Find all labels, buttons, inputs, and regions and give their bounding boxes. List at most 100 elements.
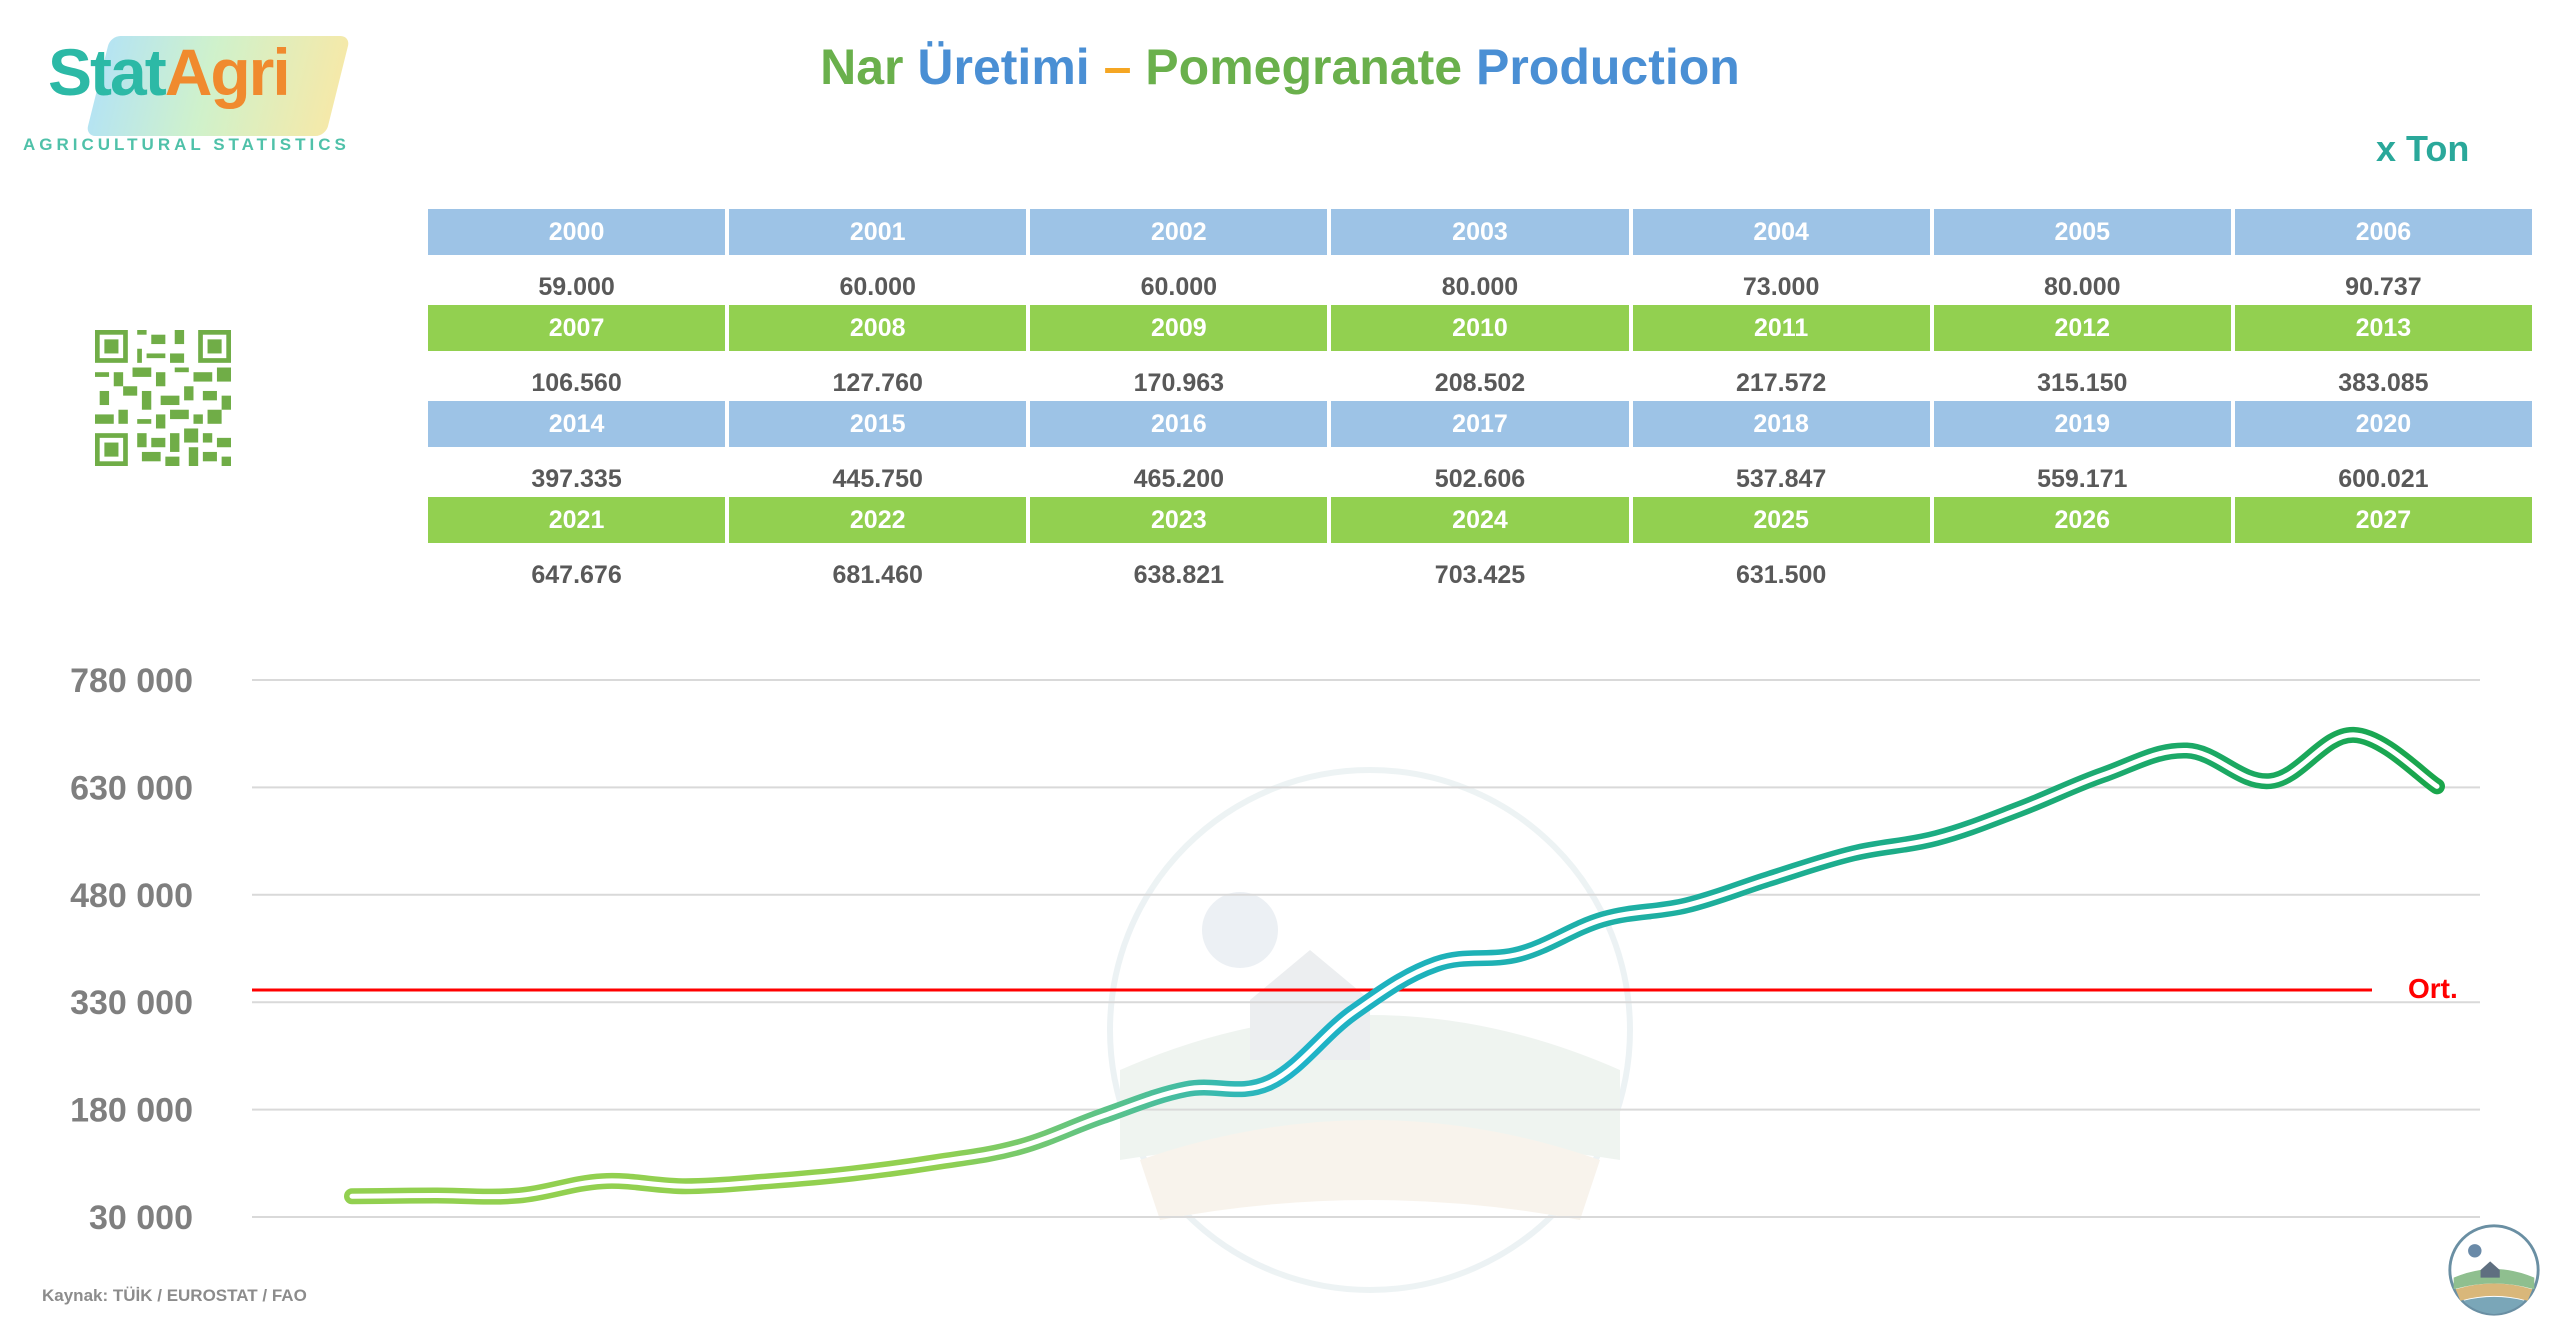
production-value-cell: 647.676 bbox=[531, 560, 622, 589]
production-value-cell: 80.000 bbox=[1441, 272, 1519, 301]
production-value-cell: 600.021 bbox=[2338, 464, 2429, 493]
title-dashed-divider bbox=[730, 148, 2235, 152]
production-value-cell: 170.963 bbox=[1133, 368, 1225, 397]
year-header-cell: 2002 bbox=[1030, 209, 1328, 255]
year-header-cell: 2008 bbox=[729, 305, 1027, 351]
data-point bbox=[1850, 850, 1856, 856]
year-header-cell: 2017 bbox=[1331, 401, 1629, 447]
year-header-cell: 2004 bbox=[1632, 209, 1930, 255]
year-header-cell: 2011 bbox=[1632, 305, 1930, 351]
farm-emblem-icon bbox=[2448, 1224, 2540, 1316]
watermark-emblem-icon bbox=[1107, 767, 1633, 1293]
data-point bbox=[1934, 835, 1940, 841]
year-header-cell: 2021 bbox=[428, 497, 726, 543]
production-value-cell bbox=[2235, 543, 2532, 593]
table-value-row: 106.560 127.760 170.963 208.502 217.572 315.1… bbox=[428, 351, 2532, 401]
production-value-cell: 315.150 bbox=[2037, 368, 2128, 397]
production-value-cell: 60.000 bbox=[839, 272, 916, 301]
production-value-cell: 703.425 bbox=[1434, 560, 1526, 589]
data-point bbox=[1016, 1144, 1022, 1150]
data-point bbox=[1600, 916, 1606, 922]
production-value-cell: 681.460 bbox=[832, 560, 923, 589]
production-value-cell bbox=[1934, 543, 2231, 593]
series-line-highlight bbox=[349, 732, 2440, 1200]
data-point bbox=[1183, 1086, 1189, 1092]
year-header-cell: 2012 bbox=[1933, 305, 2231, 351]
data-point bbox=[1433, 961, 1439, 967]
data-point bbox=[933, 1159, 939, 1165]
table-year-row: 2021 2022 2023 2024 2025 2026 2027 bbox=[428, 497, 2532, 543]
data-point bbox=[1100, 1113, 1106, 1119]
year-header-cell: 2013 bbox=[2234, 305, 2532, 351]
year-header-cell: 2015 bbox=[729, 401, 1027, 447]
data-point bbox=[2267, 778, 2273, 784]
page-title: Nar Üretimi – Pomegranate Production bbox=[0, 38, 2560, 96]
production-value-cell: 217.572 bbox=[1735, 368, 1827, 397]
source-note: Kaynak: TÜİK / EUROSTAT / FAO bbox=[42, 1286, 307, 1305]
data-point bbox=[2100, 772, 2106, 778]
y-tick-label: 30 000 bbox=[89, 1199, 193, 1237]
year-header-cell: 2022 bbox=[729, 497, 1027, 543]
data-point bbox=[516, 1193, 522, 1199]
y-tick-label: 780 000 bbox=[70, 662, 193, 700]
title-word-1: Nar bbox=[820, 39, 904, 95]
year-header-cell: 2010 bbox=[1331, 305, 1629, 351]
production-value-cell: 502.606 bbox=[1434, 464, 1526, 493]
year-header-cell: 2001 bbox=[729, 209, 1027, 255]
data-point bbox=[1683, 902, 1689, 908]
production-value-cell: 559.171 bbox=[2037, 464, 2128, 493]
production-value-cell: 383.085 bbox=[2338, 368, 2429, 397]
production-value-cell: 638.821 bbox=[1133, 560, 1225, 589]
y-tick-label: 330 000 bbox=[70, 984, 193, 1022]
table-value-row: 647.676 681.460 638.821 703.425 631.500 bbox=[428, 543, 2532, 593]
year-header-cell: 2009 bbox=[1030, 305, 1328, 351]
data-point bbox=[849, 1171, 855, 1177]
year-header-cell: 2024 bbox=[1331, 497, 1629, 543]
production-value-cell: 465.200 bbox=[1133, 464, 1225, 493]
year-header-cell: 2006 bbox=[2234, 209, 2532, 255]
production-value-cell: 445.750 bbox=[832, 464, 923, 493]
year-header-cell: 2026 bbox=[1933, 497, 2231, 543]
y-tick-label: 180 000 bbox=[70, 1092, 193, 1130]
data-point bbox=[1266, 1080, 1272, 1086]
data-point bbox=[2434, 783, 2440, 789]
data-point bbox=[683, 1183, 689, 1189]
year-header-cell: 2007 bbox=[428, 305, 726, 351]
logo-wordmark: StatAgri bbox=[48, 34, 291, 110]
data-point bbox=[1767, 876, 1773, 882]
table-value-row: 59.000 60.000 60.000 80.000 73.000 80.000 90.7… bbox=[428, 255, 2532, 305]
qr-code-icon bbox=[95, 330, 231, 466]
data-point bbox=[2017, 806, 2023, 812]
table-year-row: 2000 2001 2002 2003 2004 2005 2006 bbox=[428, 209, 2532, 255]
data-point bbox=[2184, 748, 2190, 754]
data-point bbox=[766, 1178, 772, 1184]
title-word-4: Production bbox=[1475, 39, 1740, 95]
production-table: 2000 2001 2002 2003 2004 2005 2006 59.000 60.000… bbox=[428, 209, 2532, 593]
data-point bbox=[599, 1178, 605, 1184]
production-value-cell: 90.737 bbox=[2345, 272, 2422, 301]
production-value-cell: 127.760 bbox=[832, 368, 923, 397]
year-header-cell: 2018 bbox=[1632, 401, 1930, 447]
year-header-cell: 2027 bbox=[2234, 497, 2532, 543]
production-value-cell: 537.847 bbox=[1735, 464, 1827, 493]
title-word-2: Üretimi bbox=[917, 39, 1090, 95]
title-word-3: Pomegranate bbox=[1145, 39, 1463, 95]
production-value-cell: 73.000 bbox=[1742, 272, 1820, 301]
table-value-row: 397.335 445.750 465.200 502.606 537.847 559.1… bbox=[428, 447, 2532, 497]
logo-tagline: AGRICULTURAL STATISTICS bbox=[23, 135, 350, 154]
data-point bbox=[1517, 951, 1523, 957]
year-header-cell: 2019 bbox=[1933, 401, 2231, 447]
average-label: Ort. bbox=[2408, 973, 2458, 1004]
production-value-cell: 106.560 bbox=[531, 368, 622, 397]
production-value-cell: 397.335 bbox=[531, 464, 622, 493]
logo-agri-text: Agri bbox=[164, 35, 291, 109]
year-header-cell: 2014 bbox=[428, 401, 726, 447]
production-value-cell: 59.000 bbox=[538, 272, 615, 301]
y-tick-label: 480 000 bbox=[70, 877, 193, 915]
data-point bbox=[432, 1193, 438, 1199]
year-header-cell: 2023 bbox=[1030, 497, 1328, 543]
year-header-cell: 2005 bbox=[1933, 209, 2231, 255]
production-value-cell: 208.502 bbox=[1434, 368, 1526, 397]
year-header-cell: 2003 bbox=[1331, 209, 1629, 255]
production-value-cell: 80.000 bbox=[2044, 272, 2121, 301]
